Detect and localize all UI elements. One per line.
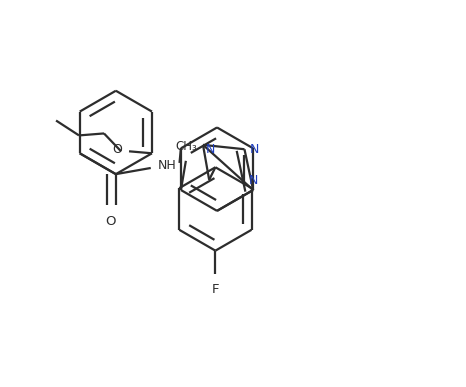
Text: O: O xyxy=(112,143,122,156)
Text: F: F xyxy=(212,283,219,296)
Text: N: N xyxy=(205,143,215,156)
Text: CH₃: CH₃ xyxy=(175,140,197,153)
Text: O: O xyxy=(106,215,116,228)
Text: N: N xyxy=(248,174,258,187)
Text: NH: NH xyxy=(158,159,177,173)
Text: N: N xyxy=(250,143,259,156)
